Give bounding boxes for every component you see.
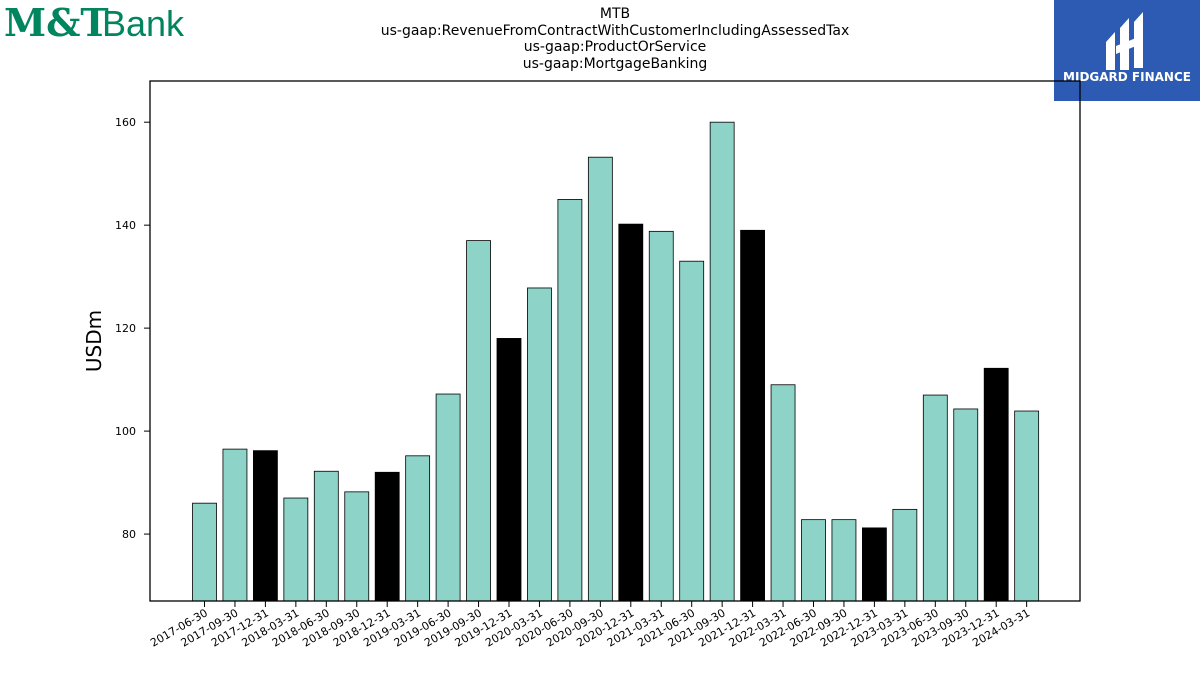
bar-2021-12-31 xyxy=(740,229,765,602)
bar-2021-09-30 xyxy=(709,121,735,602)
title-line-concept: us-gaap:RevenueFromContractWithCustomerI… xyxy=(380,22,850,39)
title-line-member: us-gaap:MortgageBanking xyxy=(522,55,708,72)
bar-2018-06-30 xyxy=(313,470,339,602)
bar-2017-12-31 xyxy=(252,450,278,602)
bar-2022-06-30 xyxy=(801,519,826,602)
y-axis: 80 100 120 140 160 xyxy=(115,116,150,541)
mt-bank-logo-brand: M&T xyxy=(4,2,109,44)
bar-2019-09-30 xyxy=(466,240,491,602)
chart-title: MTB us-gaap:RevenueFromContractWithCusto… xyxy=(315,6,915,72)
bar-2023-12-31 xyxy=(983,367,1009,602)
bar-2019-12-31 xyxy=(496,338,522,602)
bar-2021-06-30 xyxy=(679,260,705,602)
midgard-finance-logo: MIDGARD FINANCE xyxy=(1054,0,1200,101)
midgard-emblem-icon xyxy=(1106,12,1143,70)
bar-2019-03-31 xyxy=(405,455,431,602)
bar-2023-09-30 xyxy=(953,408,979,602)
bar-2022-12-31 xyxy=(862,527,887,602)
bar-2018-12-31 xyxy=(374,471,400,602)
mt-bank-logo-word: Bank xyxy=(102,3,185,44)
y-tick-label: 160 xyxy=(115,116,136,129)
y-tick-label: 140 xyxy=(115,219,136,232)
plot-frame xyxy=(149,80,1081,602)
bar-2018-09-30 xyxy=(344,491,370,602)
bar-2021-03-31 xyxy=(648,230,674,602)
bar-2020-09-30 xyxy=(587,156,613,602)
y-tick-label: 80 xyxy=(122,528,136,541)
bar-2022-09-30 xyxy=(831,519,857,602)
bar-2023-03-31 xyxy=(892,508,918,602)
bar-2017-06-30 xyxy=(192,502,217,602)
bar-2022-03-31 xyxy=(770,384,796,602)
y-tick-label: 100 xyxy=(115,425,136,438)
y-tick-label: 120 xyxy=(115,322,136,335)
bar-2024-03-31 xyxy=(1014,410,1040,602)
bar-2020-06-30 xyxy=(557,199,583,602)
bar-2018-03-31 xyxy=(283,497,309,602)
title-line-ticker: MTB xyxy=(599,6,631,22)
bar-2017-09-30 xyxy=(222,448,248,602)
mt-bank-logo: M&T Bank xyxy=(4,2,185,44)
bars-group xyxy=(192,121,1040,602)
y-axis-label: USDm xyxy=(82,310,106,372)
midgard-logo-text: MIDGARD FINANCE xyxy=(1063,70,1191,84)
title-line-axis: us-gaap:ProductOrService xyxy=(523,39,707,55)
bar-2023-06-30 xyxy=(922,394,948,602)
bar-2019-06-30 xyxy=(435,393,461,602)
x-axis: 2017-06-302017-09-302017-12-312018-03-31… xyxy=(148,601,1032,650)
bar-2020-03-31 xyxy=(527,287,552,602)
bar-2020-12-31 xyxy=(618,223,644,602)
